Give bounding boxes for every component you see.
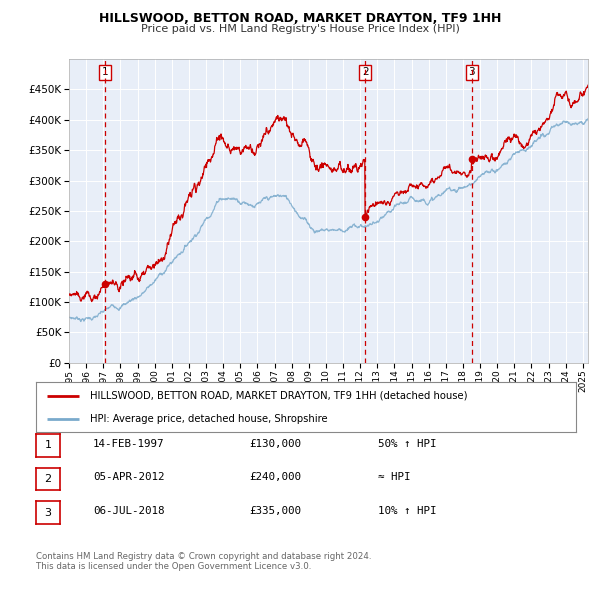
Text: Contains HM Land Registry data © Crown copyright and database right 2024.
This d: Contains HM Land Registry data © Crown c… [36,552,371,571]
Text: ≈ HPI: ≈ HPI [378,473,410,482]
Text: 2: 2 [362,67,368,77]
Text: 3: 3 [469,67,475,77]
Text: Price paid vs. HM Land Registry's House Price Index (HPI): Price paid vs. HM Land Registry's House … [140,24,460,34]
Text: 10% ↑ HPI: 10% ↑ HPI [378,506,437,516]
Text: 05-APR-2012: 05-APR-2012 [93,473,164,482]
Text: £335,000: £335,000 [249,506,301,516]
Text: £130,000: £130,000 [249,439,301,448]
Text: 06-JUL-2018: 06-JUL-2018 [93,506,164,516]
Text: 1: 1 [44,441,52,450]
Text: 2: 2 [44,474,52,484]
Text: HILLSWOOD, BETTON ROAD, MARKET DRAYTON, TF9 1HH: HILLSWOOD, BETTON ROAD, MARKET DRAYTON, … [99,12,501,25]
Text: 1: 1 [102,67,109,77]
Text: HPI: Average price, detached house, Shropshire: HPI: Average price, detached house, Shro… [90,414,328,424]
Text: £240,000: £240,000 [249,473,301,482]
Text: 14-FEB-1997: 14-FEB-1997 [93,439,164,448]
Text: 50% ↑ HPI: 50% ↑ HPI [378,439,437,448]
Text: 3: 3 [44,508,52,517]
Text: HILLSWOOD, BETTON ROAD, MARKET DRAYTON, TF9 1HH (detached house): HILLSWOOD, BETTON ROAD, MARKET DRAYTON, … [90,391,467,401]
